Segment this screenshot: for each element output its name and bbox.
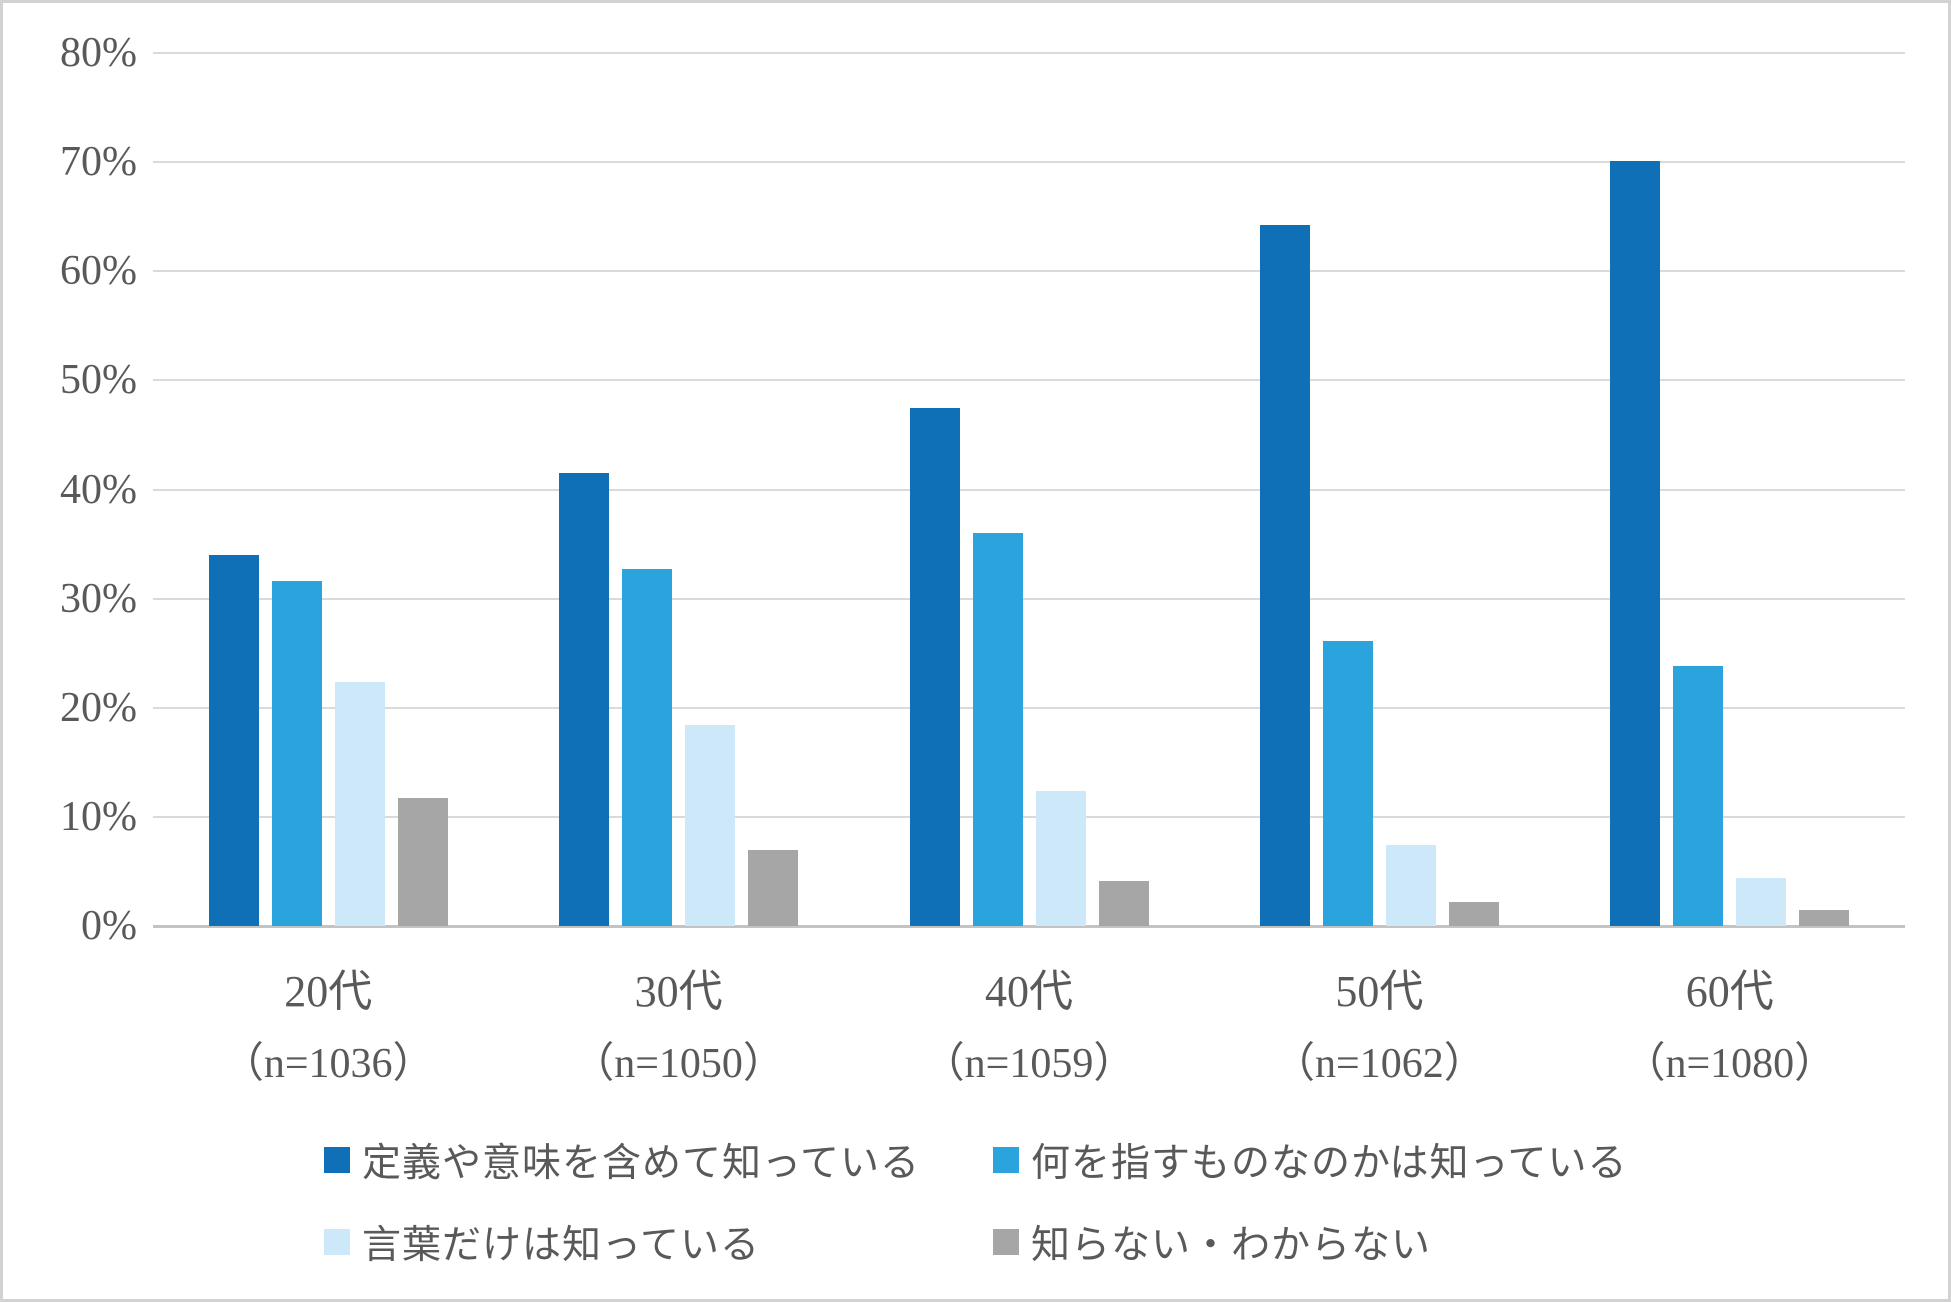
- gridline: [153, 706, 1905, 709]
- bar: [622, 569, 673, 926]
- gridline: [153, 815, 1905, 818]
- sample-size-label: （n=1080）: [1623, 1041, 1837, 1087]
- legend-item: 何を指すものなのかは知っている: [993, 1137, 1628, 1185]
- legend-swatch: [324, 1229, 350, 1255]
- y-tick-label: 40%: [60, 466, 137, 513]
- y-tick-label: 20%: [60, 684, 137, 731]
- legend-item: 言葉だけは知っている: [324, 1219, 760, 1267]
- bar: [559, 473, 610, 926]
- sample-size-label: （n=1059）: [922, 1041, 1136, 1087]
- legend-swatch: [993, 1147, 1019, 1173]
- legend-item: 定義や意味を含めて知っている: [324, 1137, 920, 1185]
- gridline: [153, 488, 1905, 491]
- y-tick-label: 70%: [60, 139, 137, 186]
- y-tick-label: 60%: [60, 248, 137, 295]
- bar: [748, 849, 799, 926]
- legend-item: 知らない・わからない: [993, 1219, 1431, 1267]
- legend-swatch: [993, 1229, 1019, 1255]
- bar: [1259, 225, 1310, 926]
- bar: [1610, 161, 1661, 926]
- plot-area: [153, 52, 1905, 928]
- bar: [1448, 902, 1499, 926]
- category-label: 30代: [634, 967, 723, 1016]
- gridline: [153, 161, 1905, 164]
- legend-label: 定義や意味を含めて知っている: [362, 1142, 921, 1185]
- bar: [271, 581, 322, 926]
- bar: [1385, 845, 1436, 926]
- bar: [685, 725, 736, 926]
- legend-label: 何を指すものなのかは知っている: [1031, 1142, 1628, 1185]
- bar: [208, 554, 259, 926]
- y-tick-label: 80%: [60, 30, 137, 76]
- category-label: 40代: [984, 967, 1073, 1016]
- category-label: 20代: [284, 967, 373, 1016]
- bar: [1322, 641, 1373, 926]
- y-tick-label: 10%: [60, 793, 137, 840]
- legend-label: 知らない・わからない: [1031, 1224, 1432, 1267]
- bar: [334, 681, 385, 926]
- bar: [397, 798, 448, 926]
- gridline: [153, 52, 1905, 54]
- sample-size-label: （n=1062）: [1273, 1041, 1486, 1087]
- legend-swatch: [324, 1147, 350, 1173]
- bar: [1736, 878, 1787, 926]
- bar: [1799, 909, 1850, 926]
- bar: [1098, 881, 1149, 926]
- x-axis-baseline: [153, 925, 1905, 928]
- y-tick-label: 50%: [60, 357, 137, 404]
- bar: [1673, 666, 1724, 926]
- sample-size-label: （n=1050）: [572, 1041, 785, 1087]
- legend-label: 言葉だけは知っている: [362, 1224, 761, 1267]
- bar: [909, 407, 960, 926]
- category-label: 50代: [1335, 967, 1424, 1016]
- gridline: [153, 379, 1905, 382]
- bar: [972, 533, 1023, 926]
- category-label: 60代: [1685, 967, 1774, 1016]
- gridline: [153, 597, 1905, 600]
- bar: [1035, 790, 1086, 926]
- gridline: [153, 270, 1905, 273]
- y-tick-label: 0%: [81, 903, 137, 949]
- y-tick-label: 30%: [60, 575, 137, 622]
- sample-size-label: （n=1036）: [221, 1041, 435, 1087]
